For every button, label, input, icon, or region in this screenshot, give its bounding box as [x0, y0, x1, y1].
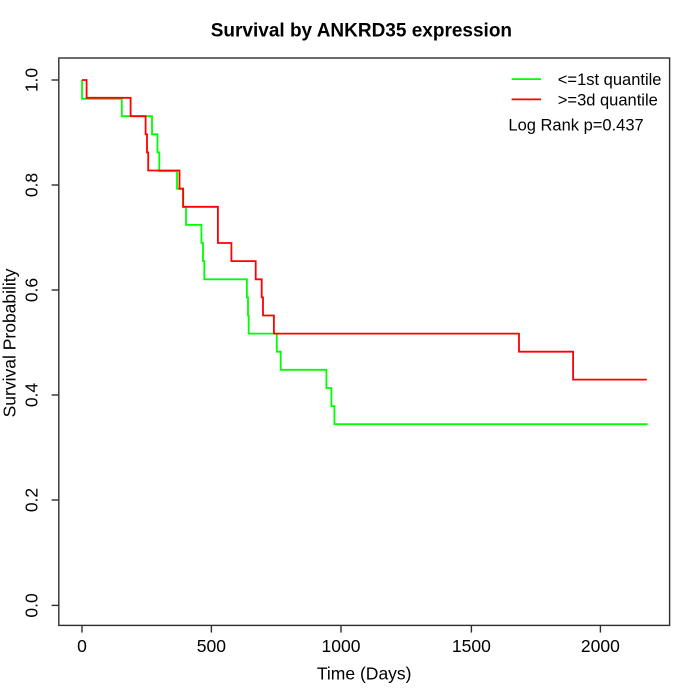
- svg-text:2000: 2000: [581, 636, 620, 656]
- svg-text:0.8: 0.8: [22, 173, 42, 197]
- svg-text:1.0: 1.0: [22, 68, 42, 93]
- svg-text:>=3d quantile: >=3d quantile: [558, 91, 658, 109]
- svg-text:0.4: 0.4: [22, 383, 42, 408]
- svg-text:Survival Probability: Survival Probability: [0, 268, 20, 417]
- svg-text:0.0: 0.0: [22, 593, 42, 618]
- svg-text:<=1st quantile: <=1st quantile: [558, 71, 662, 89]
- svg-text:1000: 1000: [322, 636, 361, 656]
- svg-text:1500: 1500: [452, 636, 491, 656]
- svg-text:0.6: 0.6: [22, 278, 42, 302]
- svg-text:Time (Days): Time (Days): [317, 663, 412, 683]
- svg-text:0.2: 0.2: [22, 488, 42, 512]
- svg-text:0: 0: [77, 636, 87, 656]
- svg-text:Log Rank p=0.437: Log Rank p=0.437: [508, 116, 643, 134]
- svg-text:Survival by ANKRD35 expression: Survival by ANKRD35 expression: [211, 21, 512, 42]
- svg-text:500: 500: [197, 636, 226, 656]
